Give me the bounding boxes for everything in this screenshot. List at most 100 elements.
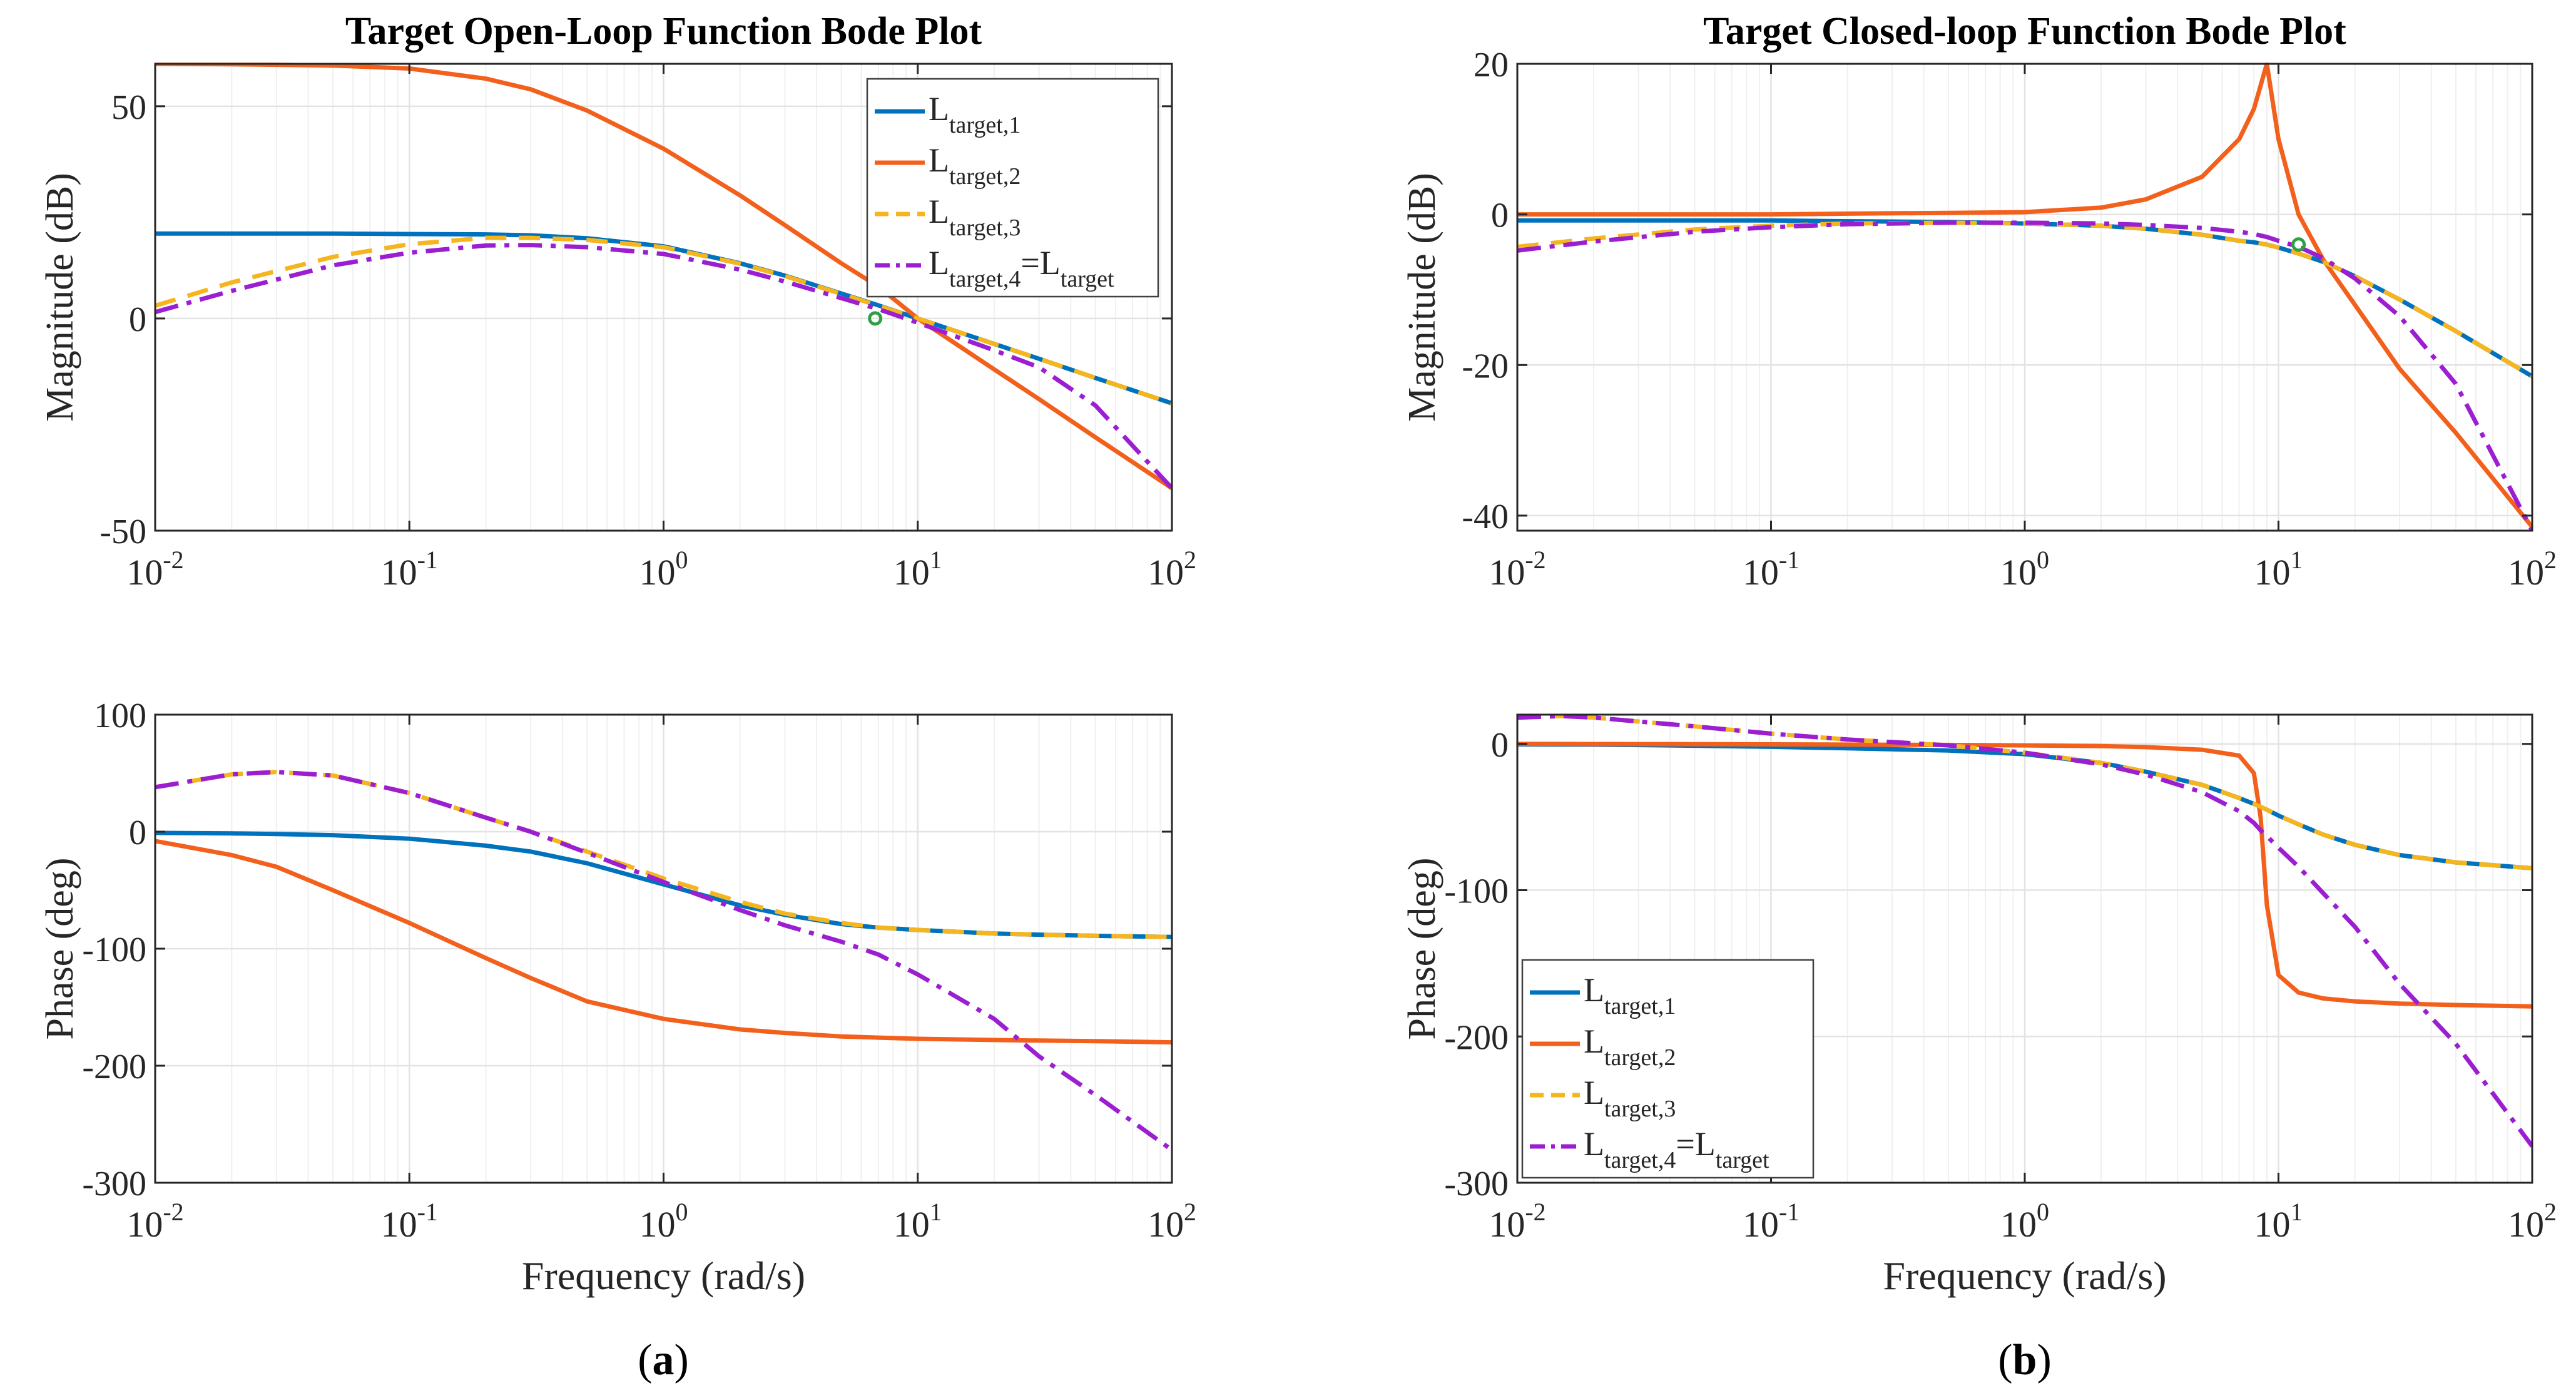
y-tick-label: 0 (129, 300, 146, 339)
tick-base: 10 (126, 1204, 163, 1245)
legend-entry-1: Ltarget,1 (1584, 971, 1676, 1019)
tick-base: 10 (1743, 552, 1779, 593)
legend-subscript: target,4 (949, 266, 1021, 292)
legend-base: L (1584, 1125, 1604, 1163)
tick-exponent: 2 (1184, 546, 1196, 574)
legend-entry-2: Ltarget,2 (929, 141, 1021, 190)
tick-exponent: 0 (676, 546, 688, 574)
y-axis-label: Magnitude (dB) (1401, 173, 1443, 422)
tick-base: 10 (1743, 1204, 1779, 1245)
series-line-4 (155, 243, 1172, 490)
y-tick-label: 0 (1491, 726, 1509, 765)
panel-label-a: (a) (638, 1336, 689, 1384)
tick-base: 10 (2000, 552, 2037, 593)
x-tick-label: 101 (2254, 546, 2303, 593)
tick-exponent: 2 (2544, 1198, 2557, 1226)
legend-base: L (929, 193, 949, 230)
tick-base: 10 (1489, 552, 1525, 593)
y-tick-label: -300 (1444, 1165, 1509, 1203)
chart-title: Target Closed-loop Function Bode Plot (1703, 10, 2346, 53)
legend-base: L (1584, 971, 1604, 1009)
x-tick-label: 100 (2000, 546, 2049, 593)
y-tick-label: -200 (1444, 1018, 1509, 1057)
tick-exponent: -2 (1525, 546, 1545, 574)
panel-label-b: (b) (1998, 1336, 2052, 1384)
legend-box (1521, 959, 1815, 1179)
series-line-2 (155, 839, 1172, 1045)
x-tick-label: 100 (639, 546, 688, 593)
legend-subscript: target,3 (1604, 1096, 1676, 1122)
tick-base: 10 (2508, 1204, 2544, 1245)
y-tick-label: 0 (129, 814, 146, 852)
legend-entry-4: Ltarget,4=Ltarget (1584, 1125, 1769, 1173)
legend: Ltarget,1Ltarget,2Ltarget,3Ltarget,4=Lta… (1521, 959, 1815, 1179)
tick-base: 10 (893, 1204, 930, 1245)
y-tick-label: 100 (94, 696, 146, 735)
tick-base: 10 (2000, 1204, 2037, 1245)
panel-label-paren: ) (2037, 1336, 2051, 1384)
legend-subscript: target,2 (949, 163, 1021, 190)
y-tick-label: -50 (99, 513, 146, 551)
x-tick-label: 10-2 (1489, 546, 1545, 593)
legend: Ltarget,1Ltarget,2Ltarget,3Ltarget,4=Lta… (866, 78, 1159, 298)
x-tick-label: 101 (893, 1198, 942, 1245)
legend-base: L (929, 90, 949, 128)
legend-subscript: target,3 (949, 215, 1021, 241)
x-tick-label: 100 (639, 1198, 688, 1245)
series-line-2 (1517, 742, 2532, 1009)
y-tick-label: -100 (82, 931, 146, 969)
x-axis-label: Frequency (rad/s) (1883, 1253, 2166, 1298)
panel-label-paren: ( (638, 1336, 652, 1384)
legend-entry-3: Ltarget,3 (1584, 1074, 1676, 1122)
legend-subscript: target,4 (1604, 1147, 1676, 1173)
legend-subscript: target,2 (1604, 1044, 1676, 1071)
tick-exponent: 1 (930, 546, 942, 574)
legend-entry-2: Ltarget,2 (1584, 1023, 1676, 1071)
x-tick-label: 102 (2508, 546, 2557, 593)
legend-entry-4: Ltarget,4=Ltarget (929, 244, 1114, 292)
y-axis-label: Phase (deg) (1401, 858, 1443, 1040)
series-line-2 (1517, 63, 2532, 529)
series-line-3 (155, 235, 1172, 406)
series-group (1517, 63, 2532, 532)
legend-subscript: target,1 (1604, 993, 1676, 1019)
legend-subscript: target,1 (949, 112, 1021, 138)
y-tick-label: 0 (1491, 196, 1509, 235)
legend-box (866, 78, 1159, 298)
x-tick-label: 102 (2508, 1198, 2557, 1245)
x-tick-label: 100 (2000, 1198, 2049, 1245)
series-line-4 (1517, 220, 2532, 532)
tick-base: 10 (381, 552, 417, 593)
x-tick-label: 102 (1148, 1198, 1196, 1245)
series-group (155, 770, 1172, 1152)
tick-exponent: -1 (417, 546, 438, 574)
series-line-2 (155, 63, 1172, 491)
panel-label-letter: b (2013, 1336, 2037, 1384)
tick-exponent: -1 (417, 1198, 438, 1226)
tick-exponent: 1 (2291, 1198, 2303, 1226)
tick-base: 10 (1148, 552, 1184, 593)
series-group (1517, 713, 2532, 1148)
tick-exponent: 0 (676, 1198, 688, 1226)
tick-base: 10 (2254, 1204, 2291, 1245)
series-line-4 (1517, 713, 2532, 1148)
y-tick-label: -300 (82, 1165, 146, 1203)
tick-exponent: 2 (1184, 1198, 1196, 1226)
tick-base: 10 (2254, 552, 2291, 593)
tick-exponent: 0 (2037, 546, 2049, 574)
tick-base: 10 (126, 552, 163, 593)
y-tick-label: 50 (111, 88, 146, 127)
legend-suffix: =L (1021, 244, 1060, 282)
tick-exponent: 1 (930, 1198, 942, 1226)
series-line-4 (155, 770, 1172, 1152)
x-axis-label: Frequency (rad/s) (522, 1253, 805, 1298)
tick-exponent: 0 (2037, 1198, 2049, 1226)
tick-exponent: -2 (1525, 1198, 1545, 1226)
legend-base: L (929, 141, 949, 179)
tick-exponent: -2 (163, 546, 183, 574)
panel-label-letter: a (653, 1336, 675, 1384)
